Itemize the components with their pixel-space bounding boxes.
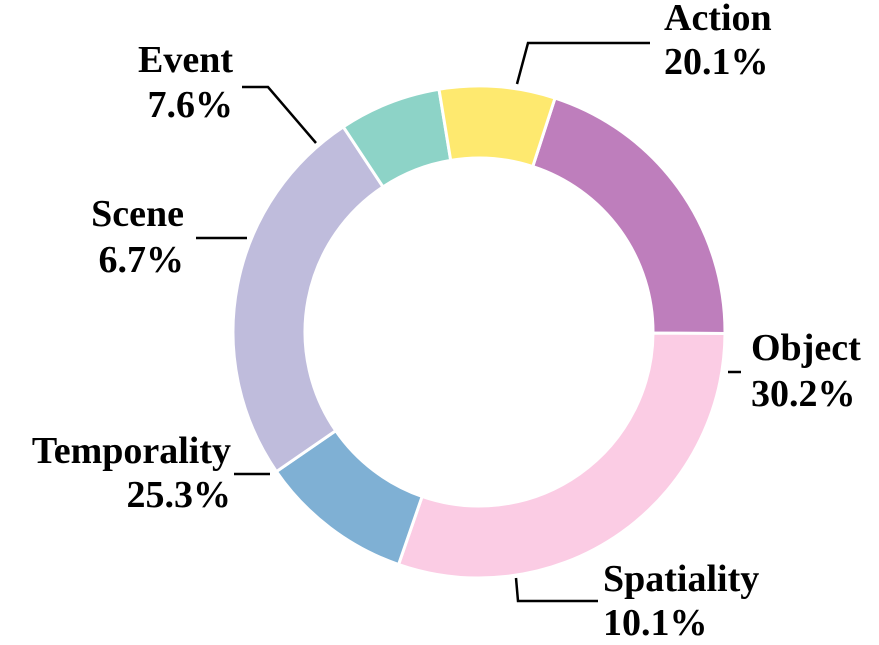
slice-object <box>396 331 727 580</box>
slice-label-object: Object <box>751 327 861 369</box>
leader-lines <box>196 41 741 603</box>
donut-slices <box>231 84 727 580</box>
slice-value-object: 30.2% <box>751 373 856 415</box>
slice-label-spatiality: Spatiality <box>603 558 759 600</box>
slice-labels: Action 20.1% Object 30.2% Spatiality 10.… <box>32 0 861 644</box>
slice-event <box>437 84 557 169</box>
slice-action <box>530 96 727 336</box>
slice-value-scene: 6.7% <box>99 239 185 281</box>
slice-value-temporality: 25.3% <box>127 474 232 516</box>
slice-temporality <box>231 124 386 474</box>
slice-label-event: Event <box>138 39 233 81</box>
leader-line-action <box>515 41 650 85</box>
slice-label-temporality: Temporality <box>32 430 231 472</box>
leader-line-spatiality <box>514 577 598 603</box>
slice-value-spatiality: 10.1% <box>603 602 708 644</box>
slice-label-scene: Scene <box>91 193 184 235</box>
slice-value-event: 7.6% <box>148 84 234 126</box>
slice-label-action: Action <box>664 0 772 39</box>
leader-line-event <box>242 85 317 144</box>
slice-value-action: 20.1% <box>664 41 769 83</box>
